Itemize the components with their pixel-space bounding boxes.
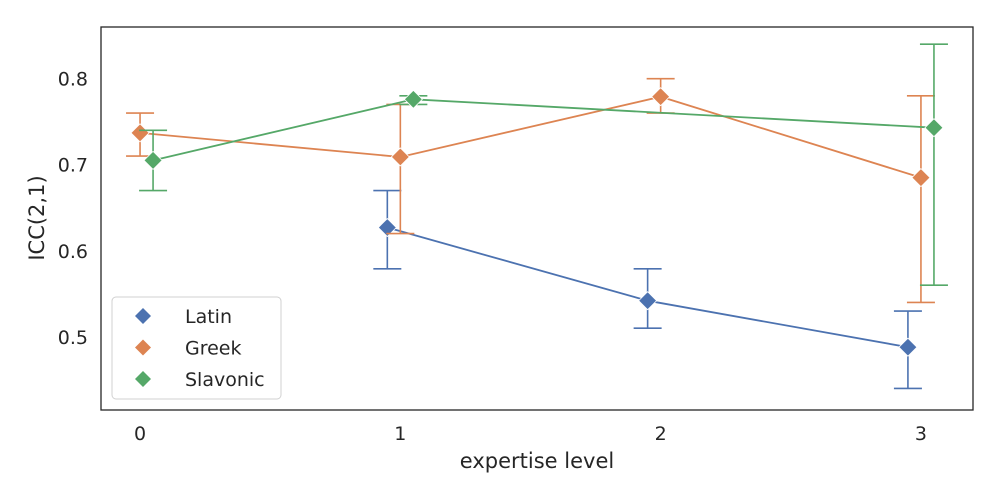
series-slavonic: [139, 43, 948, 287]
x-tick-label: 3: [915, 423, 927, 445]
legend-label-greek: Greek: [185, 338, 242, 360]
y-tick-label: 0.6: [58, 241, 88, 263]
legend-label-slavonic: Slavonic: [185, 369, 265, 391]
series-latin: [373, 189, 922, 390]
greek-line: [139, 95, 922, 179]
legend-marker-latin: [135, 308, 151, 324]
slavonic-point: [924, 118, 944, 138]
x-tick-label: 2: [655, 423, 667, 445]
latin-point: [898, 337, 918, 357]
legend-label-latin: Latin: [185, 306, 232, 328]
y-tick-label: 0.5: [58, 327, 88, 349]
x-axis-ticks: 0 1 2 3: [134, 423, 927, 445]
greek-point: [390, 147, 410, 167]
series-layer: [126, 43, 948, 390]
latin-point: [638, 291, 658, 311]
latin-point: [377, 217, 397, 238]
legend-marker-greek: [135, 339, 151, 356]
legend-marker-slavonic: [135, 371, 151, 387]
series-greek: [126, 77, 935, 304]
y-axis-ticks: 0.5 0.6 0.7 0.8: [58, 69, 88, 349]
greek-point: [911, 168, 931, 188]
x-tick-label: 0: [134, 423, 146, 445]
slavonic-point: [143, 150, 163, 170]
x-tick-label: 1: [394, 423, 406, 445]
legend-box: [111, 296, 282, 400]
y-tick-label: 0.7: [58, 155, 88, 177]
legend: Latin Greek Slavonic: [111, 296, 282, 400]
y-axis-label: ICC(2,1): [25, 175, 49, 260]
greek-point: [651, 87, 671, 107]
y-tick-label: 0.8: [58, 69, 88, 91]
slavonic-point: [403, 89, 423, 109]
x-axis-label: expertise level: [460, 449, 614, 473]
